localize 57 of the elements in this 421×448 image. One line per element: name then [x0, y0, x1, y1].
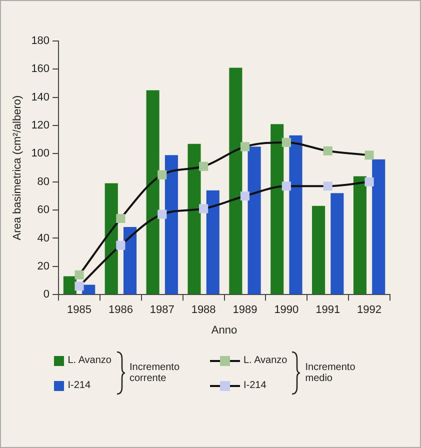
point	[240, 142, 250, 152]
bar	[270, 124, 284, 294]
point	[158, 210, 167, 219]
bar	[248, 146, 261, 294]
point	[74, 282, 84, 291]
bar	[330, 193, 344, 294]
x-tick-label: 1989	[232, 304, 258, 316]
point	[282, 182, 291, 191]
text: Incremento corrente	[130, 362, 181, 384]
bar	[372, 159, 386, 294]
y-tick-label: 120	[31, 120, 50, 132]
x-tick-label: 1985	[67, 304, 92, 316]
y-tick-label: 20	[37, 260, 50, 272]
legend-label: L. Avanzo	[244, 355, 288, 366]
bar	[188, 144, 201, 294]
point	[199, 204, 208, 214]
bar	[312, 206, 326, 294]
text: Incremento medio	[305, 362, 356, 384]
x-tick-label: 1991	[316, 304, 340, 316]
point	[364, 177, 374, 186]
point	[323, 146, 332, 156]
x-tick-label: 1992	[357, 304, 382, 316]
y-tick-label: 40	[37, 232, 50, 244]
point	[240, 191, 250, 201]
point	[158, 170, 167, 180]
point	[282, 138, 291, 147]
x-axis-title: Anno	[211, 324, 238, 336]
bar	[353, 176, 366, 294]
bar	[123, 226, 137, 294]
y-tick-label: 80	[37, 176, 50, 188]
y-tick-label: 100	[31, 148, 50, 160]
x-tick-label: 1987	[150, 304, 174, 316]
y-tick-label: 180	[31, 35, 50, 48]
bar	[289, 135, 302, 294]
y-tick-label: 0	[43, 288, 50, 301]
legend-label: L. Avanzo	[68, 355, 112, 366]
y-tick-label: 140	[31, 91, 50, 104]
x-tick-label: 1990	[274, 304, 299, 316]
x-tick-label: 1988	[191, 304, 216, 316]
point	[116, 240, 126, 250]
point	[116, 214, 126, 224]
legend-label: I-214	[68, 380, 91, 391]
bar	[82, 284, 96, 294]
point	[74, 270, 84, 280]
bar	[164, 155, 178, 294]
point	[364, 150, 374, 160]
bar	[146, 90, 160, 294]
legend-label: I-214	[244, 380, 266, 391]
point	[323, 182, 332, 191]
x-tick-label: 1986	[108, 304, 133, 316]
y-axis-title: Area basimetrica (cm²/albero)	[12, 95, 24, 240]
y-tick-label: 60	[37, 204, 50, 216]
y-tick-label: 160	[31, 63, 50, 76]
point	[199, 162, 208, 171]
bar	[229, 68, 242, 294]
bar	[104, 183, 118, 294]
bar	[206, 190, 220, 294]
